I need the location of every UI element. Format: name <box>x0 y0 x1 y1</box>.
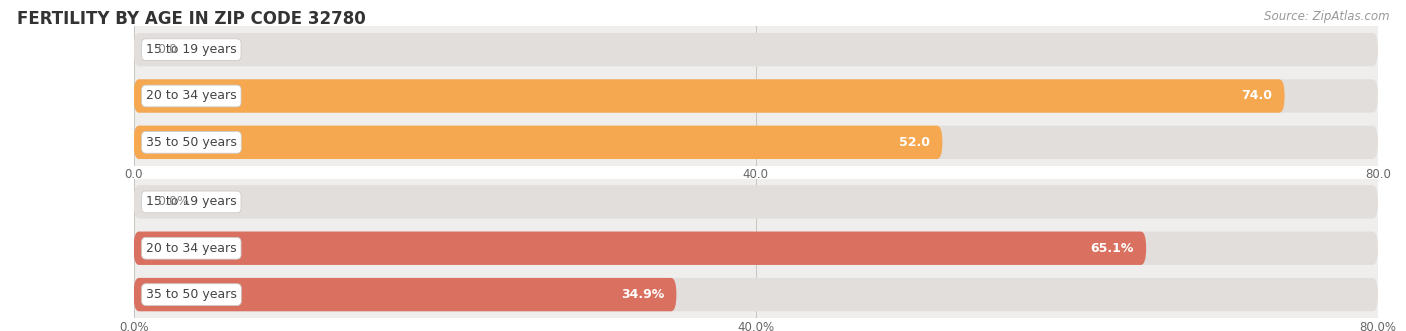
FancyBboxPatch shape <box>134 126 1378 159</box>
FancyBboxPatch shape <box>134 33 1378 66</box>
Text: 35 to 50 years: 35 to 50 years <box>146 136 236 149</box>
Text: FERTILITY BY AGE IN ZIP CODE 32780: FERTILITY BY AGE IN ZIP CODE 32780 <box>17 10 366 28</box>
Text: 35 to 50 years: 35 to 50 years <box>146 288 236 301</box>
FancyBboxPatch shape <box>134 232 1378 265</box>
Text: 20 to 34 years: 20 to 34 years <box>146 242 236 255</box>
FancyBboxPatch shape <box>134 232 1146 265</box>
FancyBboxPatch shape <box>134 278 676 311</box>
FancyBboxPatch shape <box>134 126 942 159</box>
FancyBboxPatch shape <box>134 79 1378 113</box>
Text: 0.0%: 0.0% <box>157 195 188 209</box>
Text: Source: ZipAtlas.com: Source: ZipAtlas.com <box>1264 10 1389 23</box>
FancyBboxPatch shape <box>134 79 1285 113</box>
FancyBboxPatch shape <box>134 185 1378 218</box>
Text: 52.0: 52.0 <box>898 136 929 149</box>
FancyBboxPatch shape <box>134 278 1378 311</box>
Text: 15 to 19 years: 15 to 19 years <box>146 195 236 209</box>
Text: 15 to 19 years: 15 to 19 years <box>146 43 236 56</box>
Text: 0.0: 0.0 <box>157 43 177 56</box>
Text: 20 to 34 years: 20 to 34 years <box>146 89 236 103</box>
Text: 74.0: 74.0 <box>1241 89 1272 103</box>
Text: 65.1%: 65.1% <box>1090 242 1133 255</box>
Text: 34.9%: 34.9% <box>620 288 664 301</box>
